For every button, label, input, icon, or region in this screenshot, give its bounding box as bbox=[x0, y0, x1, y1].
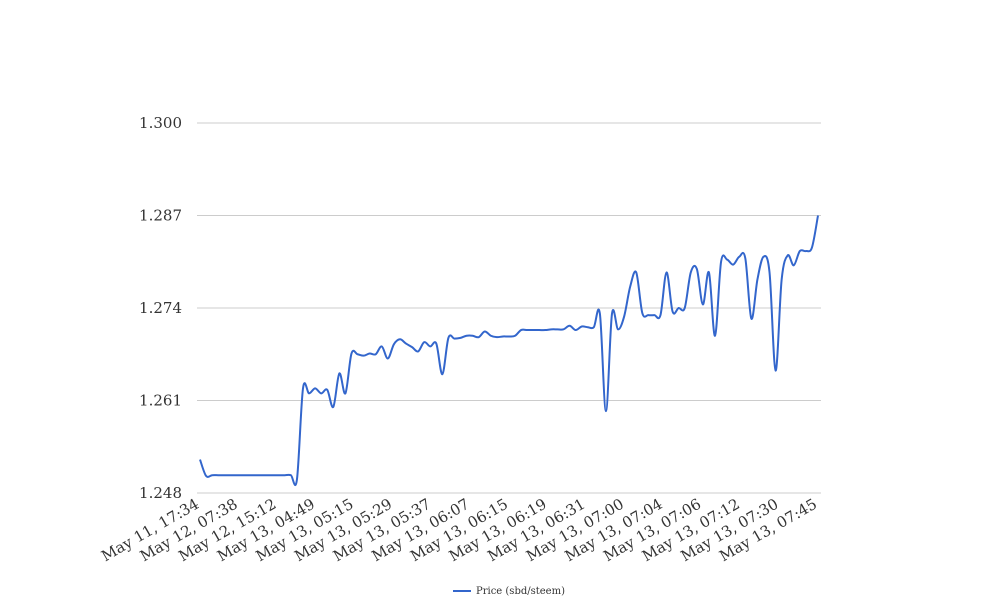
series-layer bbox=[199, 215, 819, 487]
series-line-price bbox=[199, 215, 819, 487]
y-tick-label: 1.300 bbox=[139, 114, 182, 132]
y-tick-label: 1.287 bbox=[139, 207, 182, 225]
legend-label-price: Price (sbd/steem) bbox=[476, 586, 565, 597]
legend[interactable]: Price (sbd/steem) bbox=[453, 586, 565, 597]
y-tick-label: 1.261 bbox=[139, 392, 182, 410]
gridlines bbox=[197, 122, 821, 494]
y-tick-label: 1.248 bbox=[139, 484, 182, 502]
y-axis-ticks: 1.248 1.261 1.274 1.287 1.300 bbox=[139, 114, 182, 502]
y-tick-label: 1.274 bbox=[139, 299, 182, 317]
